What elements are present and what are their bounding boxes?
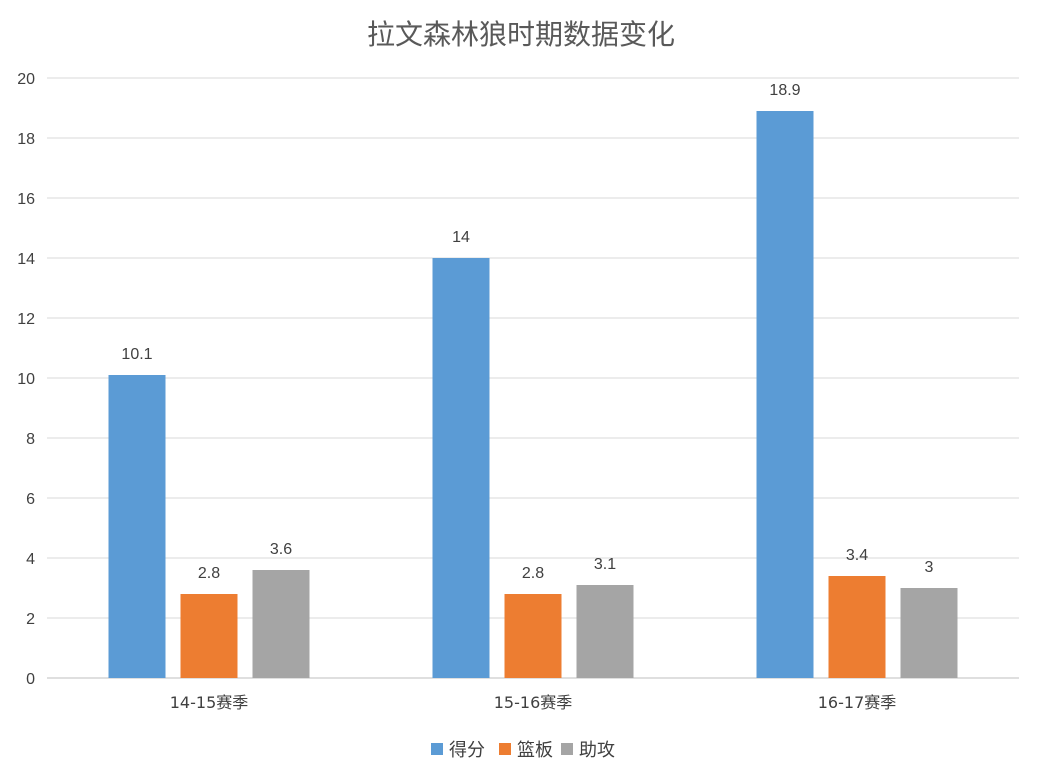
legend-label: 助攻	[579, 740, 615, 761]
bar-得分-15-16赛季	[432, 258, 490, 678]
x-category-label: 16-17赛季	[818, 693, 897, 712]
data-label: 10.1	[121, 346, 152, 363]
legend-item-得分: 得分	[431, 740, 485, 761]
x-axis-categories: 14-15赛季 15-16赛季 16-17赛季	[170, 693, 897, 712]
y-tick-label: 6	[26, 491, 35, 508]
bar-得分-16-17赛季	[756, 111, 814, 678]
data-label: 3	[925, 559, 934, 576]
y-tick-label: 8	[26, 431, 35, 448]
data-label: 2.8	[198, 565, 220, 582]
y-tick-label: 0	[26, 671, 35, 688]
bar-篮板-14-15赛季	[180, 594, 238, 678]
data-label: 14	[452, 229, 470, 246]
legend-swatch	[499, 743, 511, 755]
y-tick-label: 16	[17, 191, 35, 208]
chart-title: 拉文森林狼时期数据变化	[367, 18, 675, 51]
y-tick-label: 20	[17, 71, 35, 88]
y-tick-label: 2	[26, 611, 35, 628]
bar-助攻-16-17赛季	[900, 588, 958, 678]
bar-助攻-14-15赛季	[252, 570, 310, 678]
legend-label: 篮板	[517, 740, 553, 761]
y-axis-ticks: 0 2 4 6 8 10 12 14 16 18 20	[17, 71, 35, 688]
y-tick-label: 12	[17, 311, 35, 328]
data-label: 3.4	[846, 547, 868, 564]
legend-swatch	[561, 743, 573, 755]
data-label: 18.9	[769, 82, 800, 99]
y-tick-label: 18	[17, 131, 35, 148]
legend-item-助攻: 助攻	[561, 740, 615, 761]
data-label: 2.8	[522, 565, 544, 582]
y-tick-label: 14	[17, 251, 35, 268]
x-category-label: 15-16赛季	[494, 693, 573, 712]
y-tick-label: 10	[17, 371, 35, 388]
bar-篮板-16-17赛季	[828, 576, 886, 678]
legend-swatch	[431, 743, 443, 755]
y-tick-label: 4	[26, 551, 35, 568]
bar-篮板-15-16赛季	[504, 594, 562, 678]
x-category-label: 14-15赛季	[170, 693, 249, 712]
data-label: 3.6	[270, 541, 292, 558]
data-label: 3.1	[594, 556, 616, 573]
bar-助攻-15-16赛季	[576, 585, 634, 678]
legend-label: 得分	[449, 740, 485, 761]
legend-item-篮板: 篮板	[499, 740, 553, 761]
legend: 得分 篮板 助攻	[431, 740, 615, 761]
data-labels: 10.1 2.8 3.6 14 2.8 3.1 18.9 3.4 3	[121, 82, 933, 582]
bar-得分-14-15赛季	[108, 375, 166, 678]
bars	[108, 111, 958, 678]
